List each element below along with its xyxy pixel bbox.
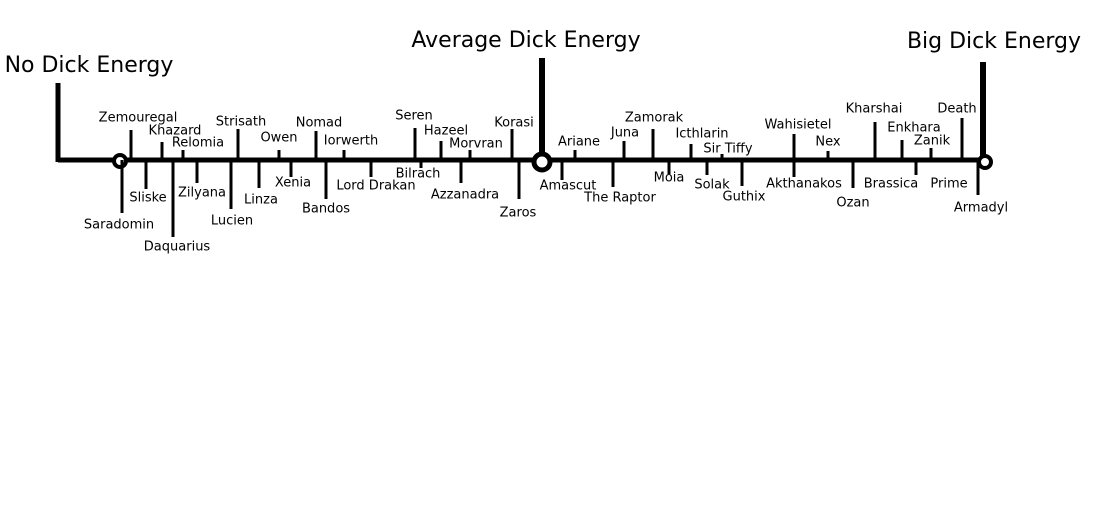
name-label: Xenia <box>275 176 311 191</box>
name-label: Akthanakos <box>766 177 842 192</box>
name-label: Death <box>937 102 976 117</box>
name-label: Zanik <box>914 134 951 149</box>
name-label: Moia <box>654 171 685 186</box>
header: No Dick Energy <box>5 53 174 78</box>
marker <box>112 153 128 169</box>
header: Average Dick Energy <box>411 28 640 53</box>
marker <box>977 154 993 170</box>
name-label: Prime <box>930 177 967 192</box>
name-label: Korasi <box>494 116 534 131</box>
name-label: Saradomin <box>84 218 154 233</box>
header: Big Dick Energy <box>907 29 1081 54</box>
name-label: Sliske <box>129 191 166 206</box>
name-label: Khazard <box>149 124 202 139</box>
name-label: Nex <box>815 135 840 150</box>
name-label: Guthix <box>723 190 766 205</box>
name-label: Wahisietel <box>765 118 832 133</box>
name-label: Relomia <box>172 136 224 151</box>
name-label: Nomad <box>296 116 343 131</box>
name-label: Zilyana <box>178 186 226 201</box>
name-label: Zemouregal <box>99 111 178 126</box>
name-label: Seren <box>395 109 433 124</box>
name-label: Owen <box>260 131 297 146</box>
name-label: Strisath <box>216 115 266 130</box>
name-label: Zamorak <box>625 111 684 126</box>
name-label: The Raptor <box>583 191 656 206</box>
name-label: Ariane <box>558 135 600 150</box>
name-label: Kharshai <box>846 102 903 117</box>
name-label: Bandos <box>302 202 350 217</box>
marker <box>531 151 553 173</box>
name-label: Ozan <box>836 196 869 211</box>
name-label: Azzanadra <box>431 188 499 203</box>
name-label: Bilrach <box>396 167 441 182</box>
name-label: Hazeel <box>424 124 468 139</box>
name-label: Icthlarin <box>675 127 728 142</box>
name-label: Enkhara <box>887 121 941 136</box>
name-label: Linza <box>244 193 278 208</box>
name-label: Zaros <box>500 206 537 221</box>
name-label: Morvran <box>449 137 503 152</box>
name-label: Brassica <box>864 177 919 192</box>
name-label: Sir Tiffy <box>703 142 752 157</box>
name-label: Lucien <box>211 214 253 229</box>
name-label: Amascut <box>540 179 597 194</box>
name-label: Solak <box>694 178 730 193</box>
name-label: Juna <box>610 126 639 141</box>
name-label: Lord Drakan <box>336 179 415 194</box>
name-label: Iorwerth <box>324 134 378 149</box>
name-label: Daquarius <box>144 240 211 255</box>
name-label: Armadyl <box>954 201 1008 216</box>
